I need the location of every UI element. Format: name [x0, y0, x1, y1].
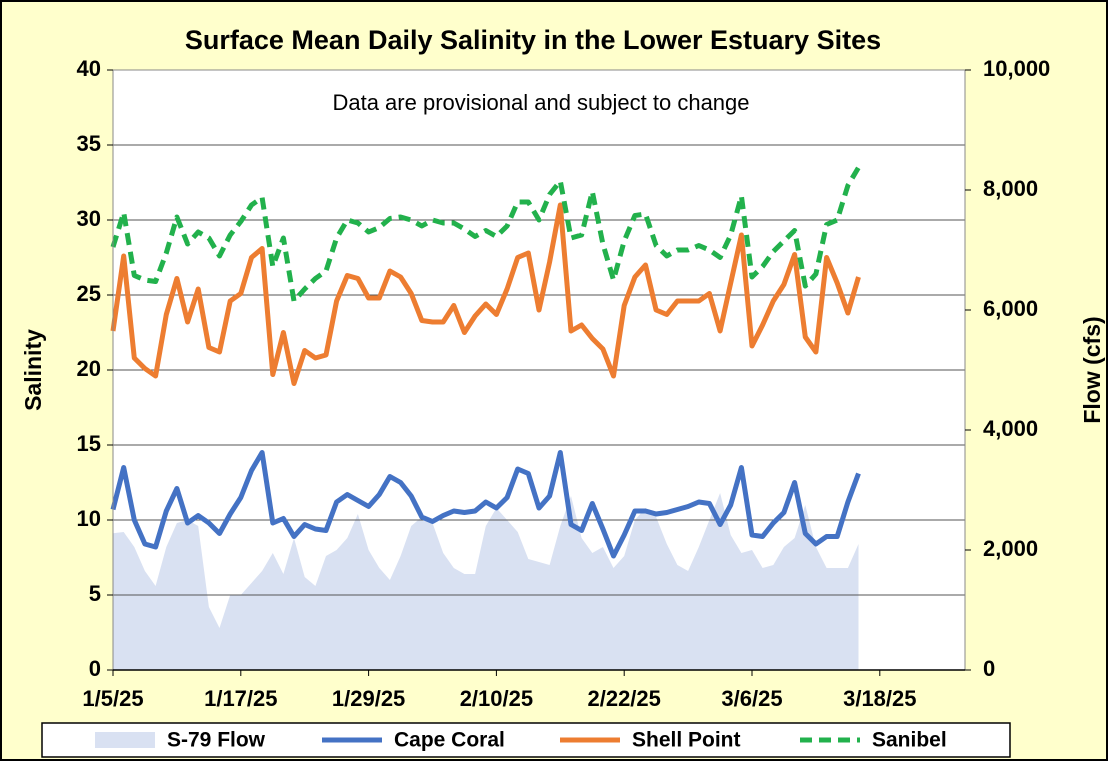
y-tick-label: 40	[77, 56, 101, 81]
x-tick-label: 2/10/25	[460, 686, 533, 711]
x-tick-label: 1/29/25	[332, 686, 405, 711]
y-tick-label: 15	[77, 431, 101, 456]
annotation: Data are provisional and subject to chan…	[332, 90, 749, 115]
y2-tick-label: 8,000	[983, 176, 1038, 201]
y-tick-label: 35	[77, 131, 101, 156]
legend-label: Sanibel	[872, 729, 947, 752]
y2-tick-label: 0	[983, 656, 995, 681]
legend-swatch	[95, 732, 155, 748]
y2-tick-label: 2,000	[983, 536, 1038, 561]
series-line	[110, 450, 861, 559]
series-line	[110, 166, 861, 304]
y-tick-label: 0	[89, 656, 101, 681]
legend-label: Shell Point	[632, 729, 741, 752]
y2-tick-label: 10,000	[983, 56, 1050, 81]
x-tick-label: 1/5/25	[82, 686, 143, 711]
x-tick-label: 1/17/25	[204, 686, 277, 711]
y2-axis-label: Flow (cfs)	[1079, 316, 1105, 423]
series-line	[110, 202, 861, 386]
y2-tick-label: 6,000	[983, 296, 1038, 321]
y-tick-label: 30	[77, 206, 101, 231]
y-tick-label: 20	[77, 356, 101, 381]
legend-label: S-79 Flow	[167, 729, 266, 752]
y-tick-label: 25	[77, 281, 101, 306]
flow-area	[113, 493, 859, 670]
y-tick-label: 10	[77, 506, 101, 531]
legend-label: Cape Coral	[394, 729, 505, 752]
y-axis-label: Salinity	[20, 329, 46, 411]
x-tick-label: 3/6/25	[721, 686, 782, 711]
y2-tick-label: 4,000	[983, 416, 1038, 441]
x-tick-label: 2/22/25	[587, 686, 660, 711]
chart-title: Surface Mean Daily Salinity in the Lower…	[185, 25, 881, 55]
x-tick-label: 3/18/25	[843, 686, 916, 711]
y-tick-label: 5	[89, 581, 101, 606]
